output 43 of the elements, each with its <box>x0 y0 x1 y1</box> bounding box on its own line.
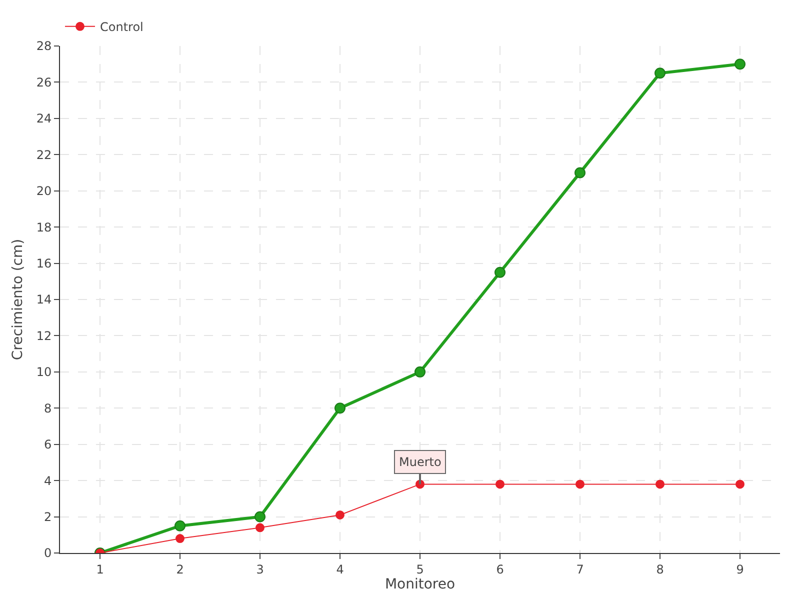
x-axis-title: Monitoreo <box>384 576 456 592</box>
y-tick-label: 22 <box>36 148 52 162</box>
y-tick-label: 12 <box>36 328 52 343</box>
point <box>734 58 746 70</box>
point <box>736 480 744 489</box>
point <box>174 520 186 532</box>
point <box>576 480 584 489</box>
annotation: Muerto <box>399 455 442 469</box>
y-tick-label: 18 <box>36 220 52 234</box>
x-tick-label: 1 <box>96 562 104 576</box>
y-tick-label: 20 <box>36 184 52 198</box>
point <box>336 510 344 520</box>
point <box>334 402 346 414</box>
point <box>656 480 664 489</box>
point <box>256 523 264 532</box>
point <box>254 511 266 522</box>
y-tick-label: 16 <box>36 256 52 270</box>
y-tick-label: 6 <box>44 438 52 452</box>
point <box>414 366 426 378</box>
point <box>496 480 504 489</box>
x-tick-label: 9 <box>736 562 744 576</box>
y-tick-label: 10 <box>36 365 52 380</box>
x-tick-label: 6 <box>496 562 504 576</box>
x-tick-label: 5 <box>416 562 424 576</box>
x-tick-label: 3 <box>256 562 264 576</box>
y-tick-label: 4 <box>44 474 52 488</box>
y-tick-label: 14 <box>36 292 52 307</box>
y-tick-label: 28 <box>36 39 52 54</box>
y-tick-label: 0 <box>44 546 52 560</box>
x-tick-label: 2 <box>176 562 184 576</box>
point <box>176 534 184 544</box>
point <box>574 167 586 178</box>
y-tick-label: 24 <box>36 112 52 126</box>
y-tick-label: 2 <box>44 510 52 524</box>
x-tick-label: 4 <box>336 562 344 576</box>
point <box>654 68 666 79</box>
legend-label: Control <box>100 20 144 34</box>
point <box>494 266 506 278</box>
y-tick-label: 26 <box>36 75 52 90</box>
x-tick-label: 8 <box>656 562 664 576</box>
y-tick-label: 8 <box>44 401 52 416</box>
y-axis-title: Crecimiento (cm) <box>10 238 26 360</box>
x-tick-label: 7 <box>576 562 584 576</box>
